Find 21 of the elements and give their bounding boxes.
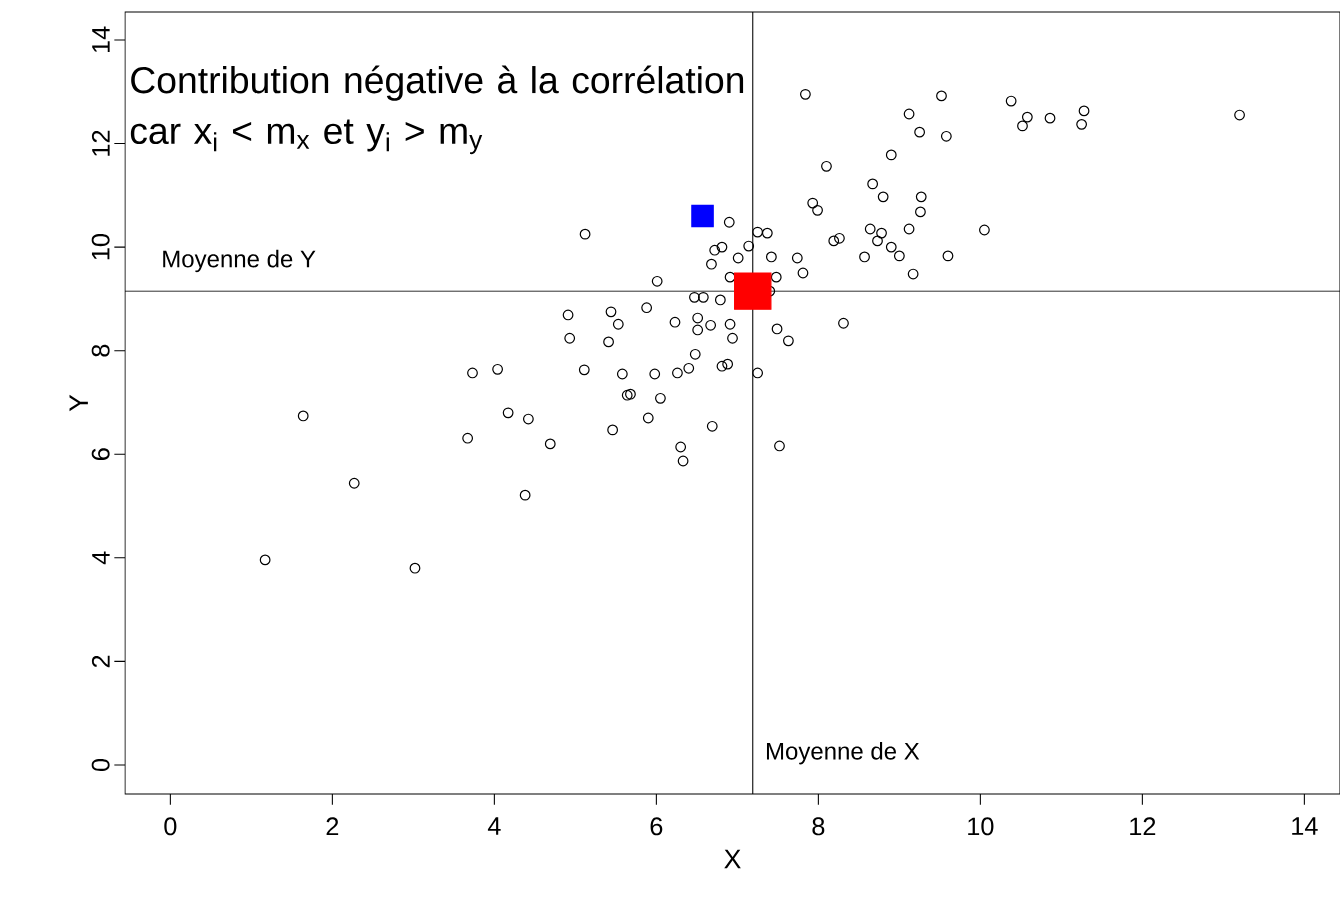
y-tick-label: 0 (91, 758, 110, 772)
ref-line-label: Moyenne de X (766, 742, 920, 765)
legend-label: Moyenne de Y (163, 249, 316, 273)
x-tick-label: 14 (1292, 817, 1318, 835)
text: Contribution négative à la corrélation car x$_{i}$ < m$_{x}$ et y$_{i}$ > m$_{y}$ (130, 65, 744, 155)
x-tick-label: 4 (487, 817, 501, 835)
y-tick-label: 6 (91, 448, 110, 461)
y-tick-label: 12 (91, 130, 110, 156)
x-tick-label: 2 (326, 817, 339, 836)
y-tick-label: 8 (91, 344, 110, 357)
y-tick-label: 14 (92, 26, 110, 53)
x-tick-label: 10 (968, 817, 994, 836)
x-axis-title: X (724, 849, 741, 869)
x-tick-label: 6 (650, 817, 663, 836)
y-axis-title: Y (69, 394, 88, 412)
x-tick-label: 8 (812, 817, 825, 836)
y-tick-label: 10 (91, 234, 110, 260)
x-tick-label: 12 (1130, 817, 1156, 836)
x-tick-label: 0 (164, 817, 177, 836)
y-tick-label: 2 (91, 655, 110, 668)
y-tick-label: 4 (92, 551, 110, 565)
